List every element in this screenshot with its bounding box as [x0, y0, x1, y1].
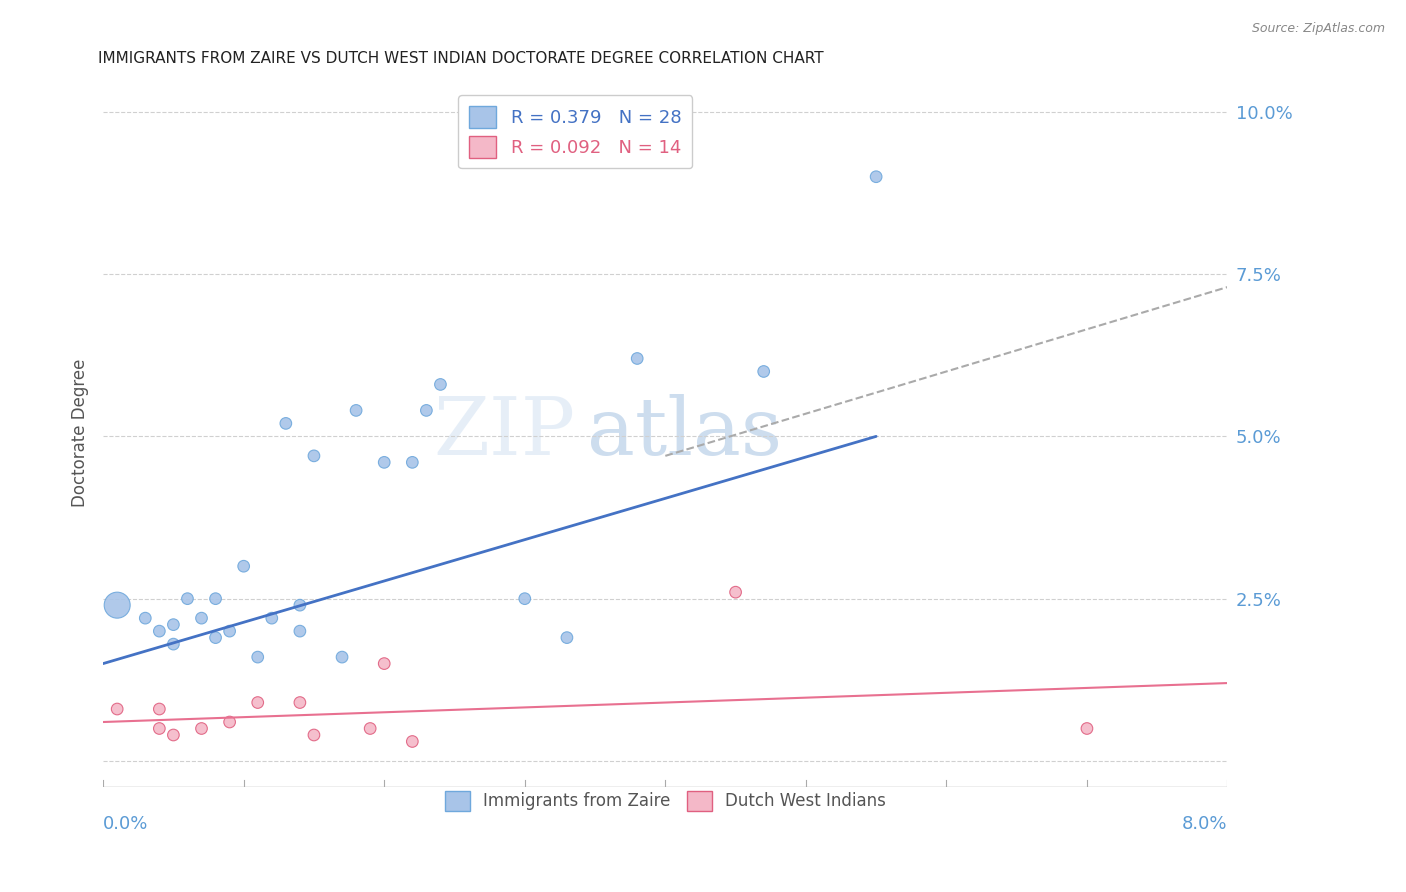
Point: [429, 377, 451, 392]
Point: [176, 591, 198, 606]
Point: [288, 624, 311, 639]
Point: [330, 650, 353, 665]
Point: [162, 617, 184, 632]
Text: Source: ZipAtlas.com: Source: ZipAtlas.com: [1251, 22, 1385, 36]
Point: [373, 455, 395, 469]
Point: [373, 657, 395, 671]
Point: [260, 611, 283, 625]
Point: [190, 722, 212, 736]
Point: [302, 728, 325, 742]
Point: [401, 455, 423, 469]
Point: [204, 591, 226, 606]
Point: [204, 631, 226, 645]
Point: [246, 696, 269, 710]
Text: atlas: atlas: [586, 394, 782, 472]
Point: [148, 702, 170, 716]
Y-axis label: Doctorate Degree: Doctorate Degree: [72, 359, 89, 508]
Point: [288, 598, 311, 612]
Point: [105, 702, 128, 716]
Point: [415, 403, 437, 417]
Point: [401, 734, 423, 748]
Point: [288, 696, 311, 710]
Point: [190, 611, 212, 625]
Point: [246, 650, 269, 665]
Point: [148, 722, 170, 736]
Point: [105, 598, 128, 612]
Point: [134, 611, 156, 625]
Text: 8.0%: 8.0%: [1182, 815, 1227, 833]
Point: [359, 722, 381, 736]
Point: [555, 631, 578, 645]
Legend: Immigrants from Zaire, Dutch West Indians: Immigrants from Zaire, Dutch West Indian…: [437, 784, 893, 817]
Point: [752, 364, 775, 378]
Point: [148, 624, 170, 639]
Point: [865, 169, 887, 184]
Text: IMMIGRANTS FROM ZAIRE VS DUTCH WEST INDIAN DOCTORATE DEGREE CORRELATION CHART: IMMIGRANTS FROM ZAIRE VS DUTCH WEST INDI…: [97, 51, 823, 66]
Point: [162, 637, 184, 651]
Point: [232, 559, 254, 574]
Point: [626, 351, 648, 366]
Point: [302, 449, 325, 463]
Text: 0.0%: 0.0%: [103, 815, 149, 833]
Text: ZIP: ZIP: [433, 394, 575, 472]
Point: [1076, 722, 1098, 736]
Point: [724, 585, 747, 599]
Point: [218, 624, 240, 639]
Point: [274, 417, 297, 431]
Point: [218, 714, 240, 729]
Point: [513, 591, 536, 606]
Point: [162, 728, 184, 742]
Point: [344, 403, 367, 417]
